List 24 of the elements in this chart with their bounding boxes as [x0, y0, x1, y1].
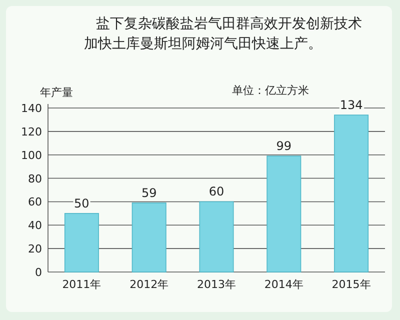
bar: [64, 213, 99, 272]
y-tick-label: 40: [28, 219, 42, 232]
bar: [334, 114, 369, 272]
y-tick-label: 20: [28, 242, 42, 256]
y-tick-label: 80: [28, 172, 42, 186]
x-tick-label: 2014年: [264, 278, 304, 291]
x-tick-label: 2013年: [197, 278, 236, 291]
y-tick-label: 120: [21, 125, 42, 138]
text: 单位：亿立方米: [232, 84, 309, 97]
chart-title: 盐下复杂碳酸盐岩气田群高效开发创新技术加快土库曼斯坦阿姆河气田快速上产。: [84, 15, 363, 54]
bar: [266, 156, 302, 272]
x-tick-label: 2012年: [130, 278, 169, 291]
y-tick-label: 60: [28, 196, 42, 209]
bar: [199, 201, 234, 272]
bar: [132, 202, 166, 272]
y-tick-label: 100: [21, 148, 42, 162]
y-tick-label: 140: [21, 102, 42, 115]
data-label: 60: [208, 184, 224, 199]
data-label: 99: [276, 139, 292, 154]
data-label: 59: [141, 186, 157, 200]
x-tick-label: 2011年: [62, 278, 102, 291]
y-tick-label: 0: [35, 266, 42, 279]
x-tick-label: 2015年: [332, 278, 371, 291]
y-axis-title: 年产量: [40, 86, 73, 99]
